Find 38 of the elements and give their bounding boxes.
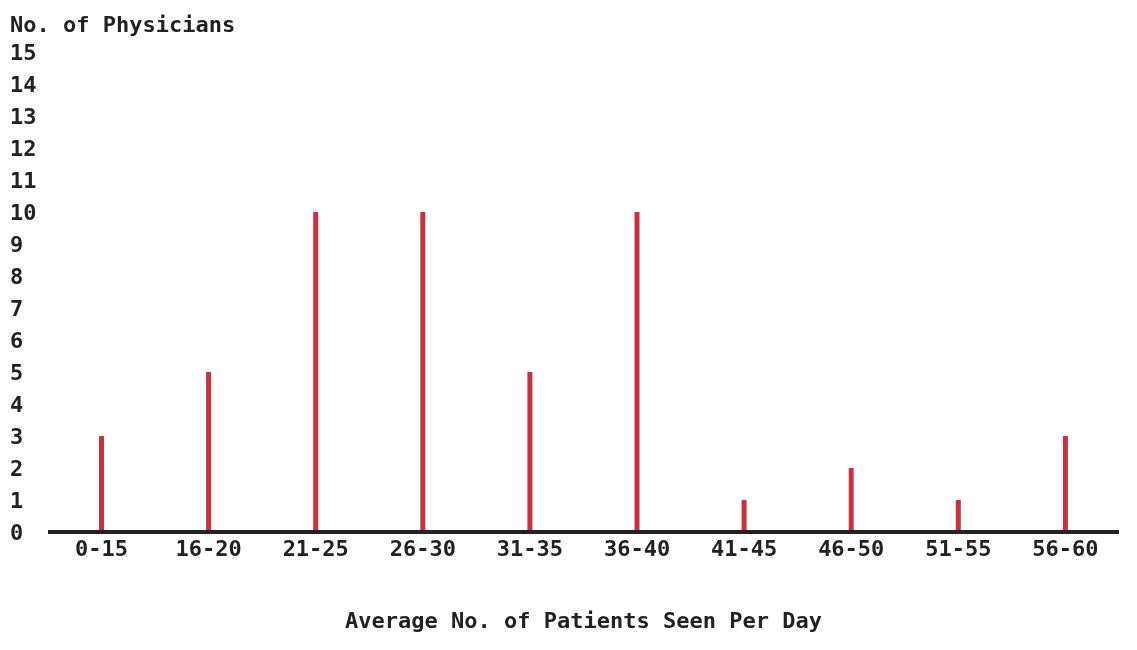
y-tick-label: 15 [10, 39, 37, 65]
bar [527, 372, 533, 532]
y-tick-label: 14 [10, 71, 37, 97]
y-tick-label: 4 [10, 391, 24, 417]
y-tick-label: 6 [10, 327, 24, 353]
x-tick-label: 46-50 [818, 535, 885, 561]
y-tick-label: 12 [10, 135, 37, 161]
bar [848, 468, 854, 532]
y-tick-label: 13 [10, 103, 37, 129]
bar [99, 436, 104, 532]
y-tick-label: 11 [10, 167, 37, 193]
x-tick-label: 36-40 [603, 535, 671, 561]
y-tick-label: 10 [10, 199, 37, 225]
bar [634, 212, 640, 532]
x-tick-label: 0-15 [75, 535, 129, 561]
y-tick-label: 1 [10, 487, 24, 513]
y-tick-label: 5 [10, 359, 24, 385]
bar [1062, 436, 1068, 532]
bar [206, 372, 212, 532]
bar [420, 212, 426, 532]
bar [741, 500, 747, 532]
x-tick-label: 26-30 [389, 535, 456, 561]
y-tick-label: 7 [10, 295, 24, 321]
x-tick-label: 56-60 [1032, 535, 1099, 561]
y-tick-label: 9 [10, 231, 24, 257]
y-tick-label: 3 [10, 423, 24, 449]
y-tick-label: 8 [10, 263, 24, 289]
x-tick-label: 51-55 [925, 535, 992, 561]
x-axis-title: Average No. of Patients Seen Per Day [345, 608, 822, 633]
x-tick-label: 31-35 [496, 535, 564, 561]
x-tick-label: 21-25 [282, 535, 349, 561]
y-tick-label: 0 [10, 519, 24, 545]
x-tick-label: 16-20 [175, 535, 242, 561]
bar [955, 500, 961, 532]
y-tick-label: 2 [10, 455, 24, 481]
y-axis-title: No. of Physicians [10, 12, 236, 37]
bar [313, 212, 319, 532]
x-tick-label: 41-45 [711, 535, 778, 561]
